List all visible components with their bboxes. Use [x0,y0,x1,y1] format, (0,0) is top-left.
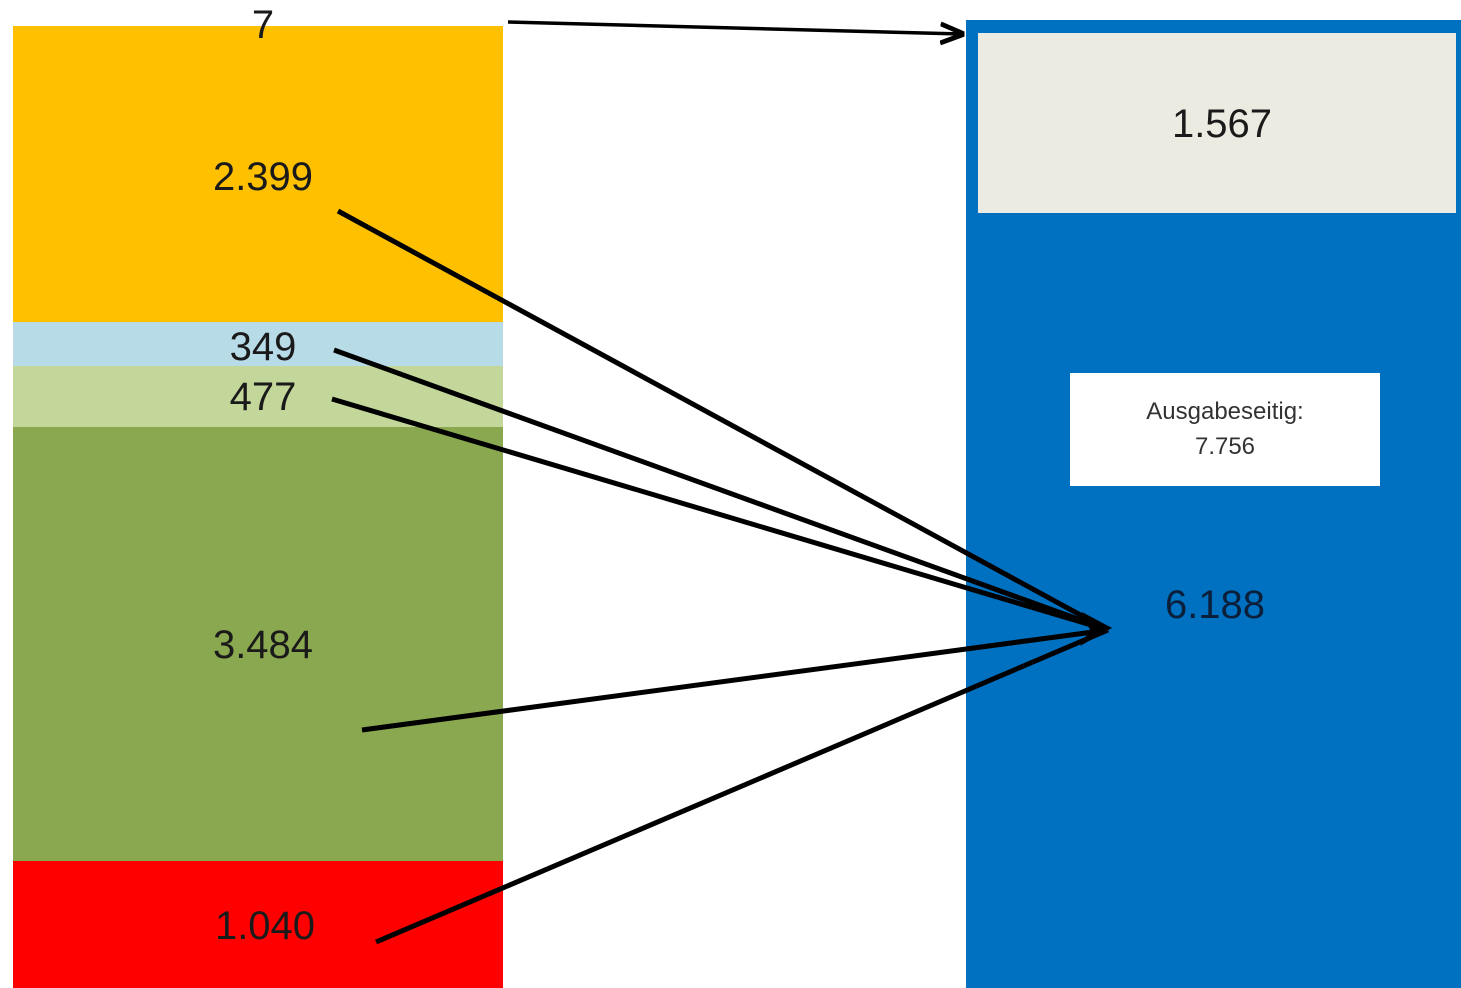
segment-3484 [13,427,503,861]
segment-1567 [978,33,1456,213]
arrow-3484-to-6188 [361,627,1109,733]
segment-349 [13,322,503,366]
label-3484: 3.484 [212,623,314,667]
label-1567: 1.567 [1171,102,1273,146]
annotation-box: Ausgabeseitig: 7.756 [1070,373,1380,486]
label-7: 7 [251,3,275,47]
arrow-477-to-6188 [331,396,1109,633]
label-477: 477 [229,375,297,419]
arrowhead-6188 [1080,612,1112,646]
annotation-title: Ausgabeseitig: [1146,397,1304,425]
label-1040: 1.040 [214,904,316,948]
right-stack-frame [966,20,1461,988]
arrow-2399-to-6188 [336,208,1110,633]
segment-2399 [13,26,503,322]
segment-477 [13,366,503,427]
arrow-1040-to-6188 [375,627,1109,945]
label-2399: 2.399 [212,155,314,199]
annotation-value: 7.756 [1194,432,1256,460]
arrow-349-to-6188 [333,347,1109,633]
arrow-7-to-1567 [507,20,962,34]
label-349: 349 [229,325,297,369]
label-6188: 6.188 [1164,583,1266,627]
